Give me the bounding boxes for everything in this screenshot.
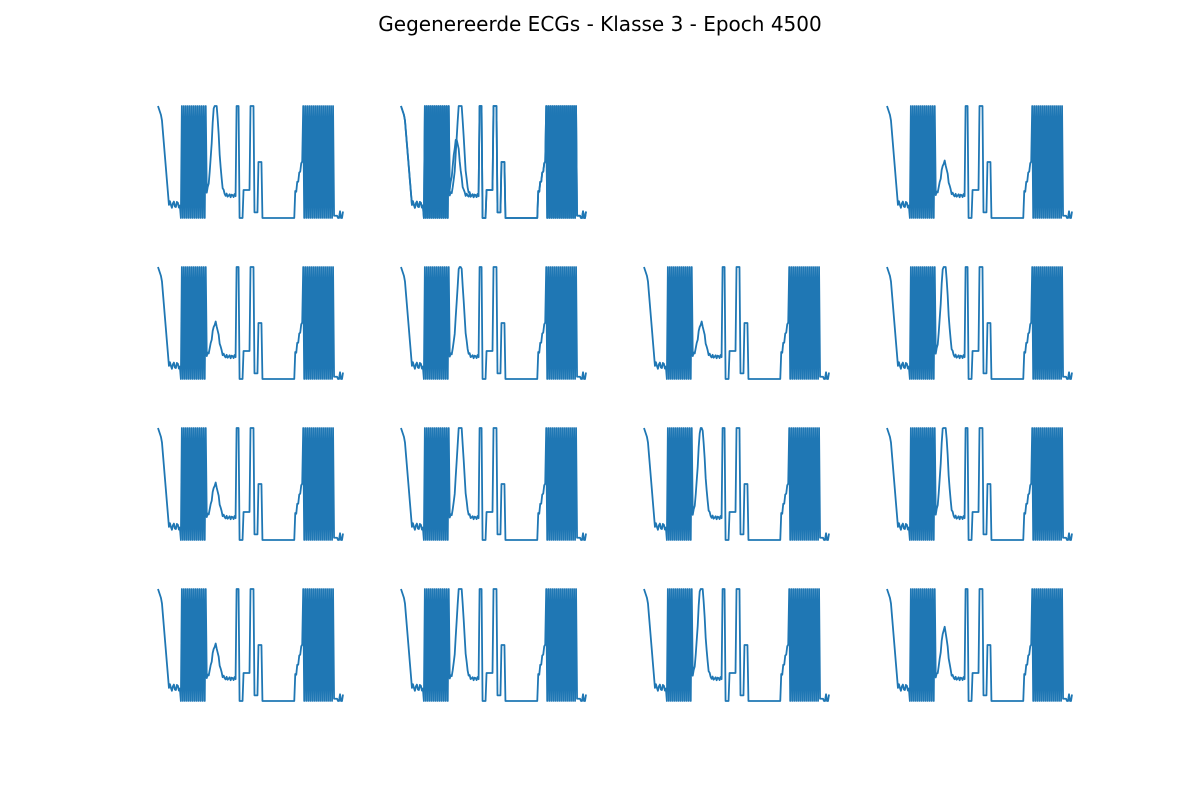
- ecg-panel-7: [643, 266, 830, 380]
- ecg-line-16: [886, 588, 1073, 702]
- ecg-panel-14: [400, 588, 587, 702]
- ecg-panel-11: [643, 427, 830, 541]
- ecg-panel-16: [886, 588, 1073, 702]
- ecg-line-7: [643, 266, 830, 380]
- ecg-line-1: [157, 105, 344, 219]
- ecg-panel-10: [400, 427, 587, 541]
- ecg-line-10: [400, 427, 587, 541]
- ecg-panel-1: [157, 105, 344, 219]
- ecg-line-3: [400, 105, 587, 219]
- ecg-panel-12: [886, 427, 1073, 541]
- ecg-line-6: [400, 266, 587, 380]
- ecg-panel-9: [157, 427, 344, 541]
- ecg-panel-3: [400, 105, 587, 219]
- ecg-line-11: [643, 427, 830, 541]
- ecg-line-8: [886, 266, 1073, 380]
- ecg-line-13: [157, 588, 344, 702]
- ecg-panel-4: [886, 105, 1073, 219]
- ecg-panel-6: [400, 266, 587, 380]
- ecg-line-15: [643, 588, 830, 702]
- ecg-panel-15: [643, 588, 830, 702]
- figure-title: Gegenereerde ECGs - Klasse 3 - Epoch 450…: [378, 12, 822, 36]
- ecg-line-9: [157, 427, 344, 541]
- ecg-panel-13: [157, 588, 344, 702]
- ecg-line-5: [157, 266, 344, 380]
- ecg-panel-8: [886, 266, 1073, 380]
- ecg-panel-5: [157, 266, 344, 380]
- ecg-line-4: [886, 105, 1073, 219]
- ecg-line-14: [400, 588, 587, 702]
- ecg-line-12: [886, 427, 1073, 541]
